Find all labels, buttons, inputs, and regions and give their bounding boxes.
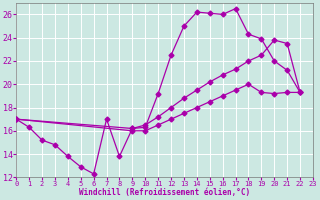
X-axis label: Windchill (Refroidissement éolien,°C): Windchill (Refroidissement éolien,°C) <box>79 188 250 197</box>
